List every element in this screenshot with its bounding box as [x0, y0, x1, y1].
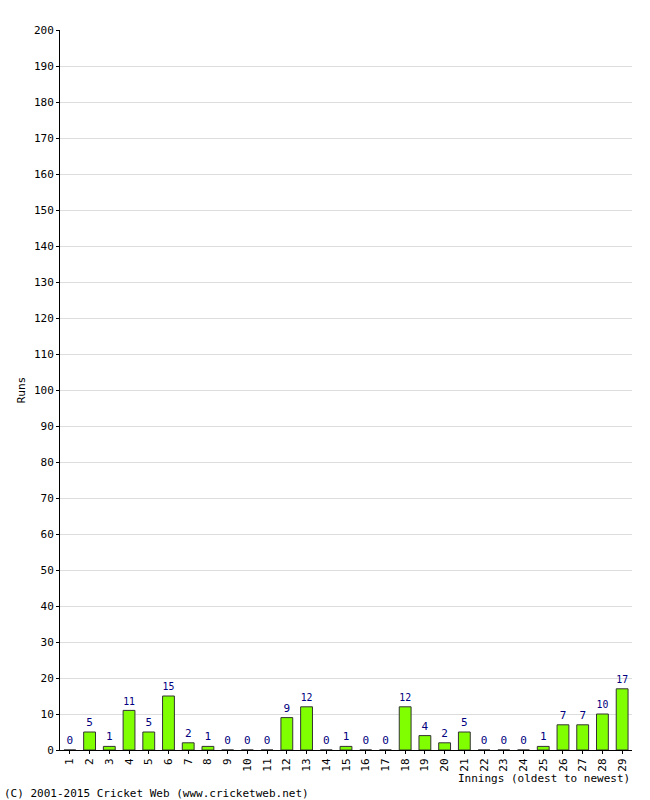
svg-text:7: 7 [182, 758, 195, 765]
svg-text:1: 1 [63, 758, 76, 765]
svg-text:160: 160 [34, 168, 54, 181]
svg-text:10: 10 [41, 708, 54, 721]
svg-text:0: 0 [382, 734, 389, 747]
svg-text:17: 17 [379, 758, 392, 771]
svg-text:28: 28 [596, 758, 609, 771]
svg-text:0: 0 [362, 734, 369, 747]
svg-text:17: 17 [616, 674, 628, 685]
svg-text:30: 30 [41, 636, 54, 649]
svg-text:10: 10 [597, 699, 609, 710]
svg-text:9: 9 [221, 758, 234, 765]
svg-text:4: 4 [421, 720, 428, 733]
svg-text:(C) 2001-2015 Cricket Web (www: (C) 2001-2015 Cricket Web (www.cricketwe… [4, 787, 309, 800]
svg-text:0: 0 [481, 734, 488, 747]
svg-text:170: 170 [34, 132, 54, 145]
svg-text:12: 12 [399, 692, 411, 703]
svg-text:1: 1 [205, 730, 212, 743]
svg-text:200: 200 [34, 24, 54, 37]
svg-text:2: 2 [441, 727, 448, 740]
svg-text:7: 7 [560, 709, 567, 722]
svg-text:25: 25 [537, 758, 550, 771]
svg-text:11: 11 [261, 758, 274, 771]
svg-text:16: 16 [359, 758, 372, 771]
svg-text:180: 180 [34, 96, 54, 109]
svg-text:21: 21 [458, 758, 471, 771]
svg-text:0: 0 [500, 734, 507, 747]
svg-text:90: 90 [41, 420, 54, 433]
svg-text:40: 40 [41, 600, 54, 613]
svg-text:1: 1 [540, 730, 547, 743]
svg-text:9: 9 [284, 702, 291, 715]
svg-text:11: 11 [123, 696, 135, 707]
svg-text:7: 7 [579, 709, 586, 722]
svg-text:18: 18 [399, 758, 412, 771]
svg-text:12: 12 [280, 758, 293, 771]
svg-text:4: 4 [123, 758, 136, 765]
svg-text:Runs: Runs [15, 377, 28, 404]
svg-text:6: 6 [162, 758, 175, 765]
svg-text:150: 150 [34, 204, 54, 217]
svg-text:5: 5 [86, 716, 93, 729]
svg-text:100: 100 [34, 384, 54, 397]
svg-text:23: 23 [497, 758, 510, 771]
svg-text:0: 0 [67, 734, 74, 747]
svg-text:70: 70 [41, 492, 54, 505]
svg-text:5: 5 [145, 716, 152, 729]
svg-text:27: 27 [576, 758, 589, 771]
svg-text:0: 0 [323, 734, 330, 747]
svg-text:1: 1 [343, 730, 350, 743]
svg-text:120: 120 [34, 312, 54, 325]
svg-text:130: 130 [34, 276, 54, 289]
svg-text:19: 19 [418, 758, 431, 771]
svg-text:0: 0 [520, 734, 527, 747]
svg-text:8: 8 [202, 758, 215, 765]
svg-text:10: 10 [241, 758, 254, 771]
svg-text:80: 80 [41, 456, 54, 469]
svg-text:190: 190 [34, 60, 54, 73]
svg-text:12: 12 [301, 692, 313, 703]
svg-text:2: 2 [83, 758, 96, 765]
svg-text:0: 0 [47, 744, 54, 757]
svg-text:140: 140 [34, 240, 54, 253]
svg-text:110: 110 [34, 348, 54, 361]
svg-text:3: 3 [103, 758, 116, 765]
svg-text:14: 14 [320, 758, 333, 772]
svg-text:1: 1 [106, 730, 113, 743]
svg-text:24: 24 [517, 758, 530, 772]
svg-text:Innings (oldest to newest): Innings (oldest to newest) [458, 772, 630, 785]
svg-text:13: 13 [300, 758, 313, 771]
svg-text:26: 26 [557, 758, 570, 771]
svg-text:60: 60 [41, 528, 54, 541]
svg-text:15: 15 [340, 758, 353, 771]
svg-text:0: 0 [264, 734, 271, 747]
svg-text:20: 20 [438, 758, 451, 771]
svg-text:15: 15 [163, 681, 175, 692]
svg-text:5: 5 [142, 758, 155, 765]
svg-text:5: 5 [461, 716, 468, 729]
svg-text:50: 50 [41, 564, 54, 577]
svg-text:2: 2 [185, 727, 192, 740]
svg-text:0: 0 [224, 734, 231, 747]
svg-text:0: 0 [244, 734, 251, 747]
svg-text:20: 20 [41, 672, 54, 685]
svg-text:29: 29 [616, 758, 629, 771]
svg-text:22: 22 [478, 758, 491, 771]
